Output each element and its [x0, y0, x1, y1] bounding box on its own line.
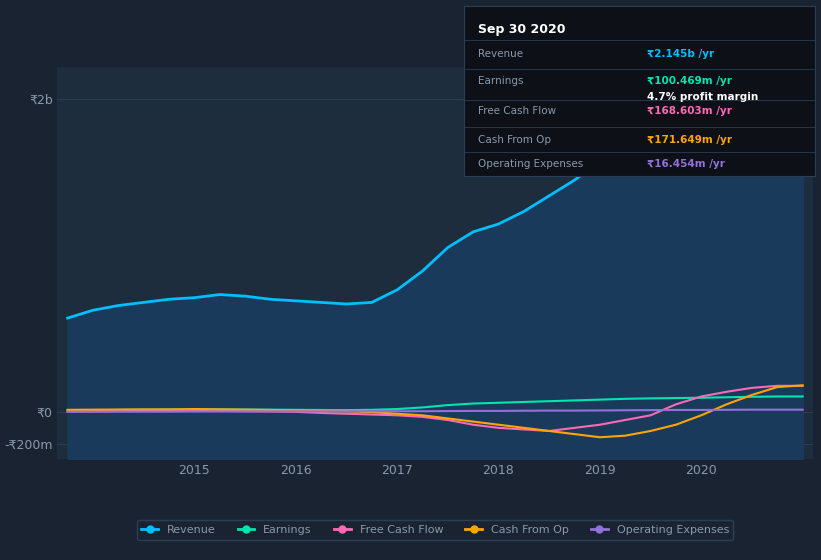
Text: Cash From Op: Cash From Op: [478, 134, 551, 144]
Text: 4.7% profit margin: 4.7% profit margin: [647, 92, 758, 102]
Text: ₹16.454m /yr: ₹16.454m /yr: [647, 160, 724, 170]
Text: ₹2.145b /yr: ₹2.145b /yr: [647, 49, 713, 59]
Text: Revenue: Revenue: [478, 49, 523, 59]
Text: ₹171.649m /yr: ₹171.649m /yr: [647, 134, 732, 144]
Text: ₹168.603m /yr: ₹168.603m /yr: [647, 106, 732, 116]
Text: Sep 30 2020: Sep 30 2020: [478, 23, 566, 36]
Text: ₹100.469m /yr: ₹100.469m /yr: [647, 76, 732, 86]
Text: Earnings: Earnings: [478, 76, 524, 86]
Legend: Revenue, Earnings, Free Cash Flow, Cash From Op, Operating Expenses: Revenue, Earnings, Free Cash Flow, Cash …: [137, 520, 733, 540]
Text: Free Cash Flow: Free Cash Flow: [478, 106, 556, 116]
Text: Operating Expenses: Operating Expenses: [478, 160, 583, 170]
